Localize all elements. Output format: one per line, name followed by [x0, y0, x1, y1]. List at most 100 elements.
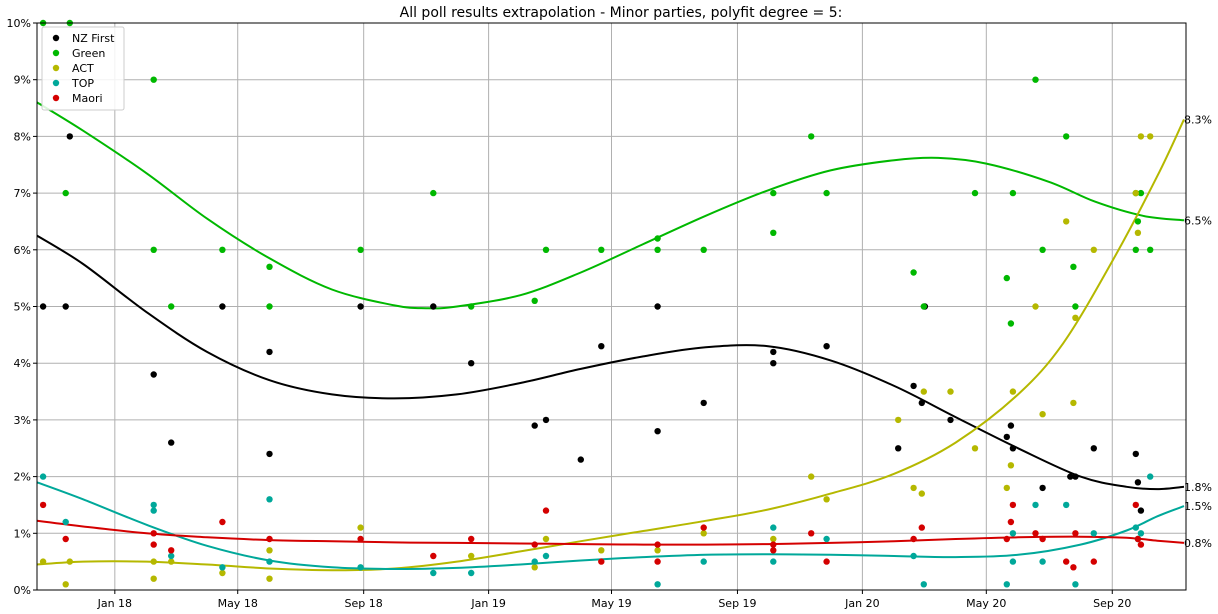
green-poll-point: [150, 246, 157, 253]
maori-end-label: 0.8%: [1184, 537, 1212, 550]
act-poll-point: [770, 535, 777, 543]
nz-first-poll-point: [39, 303, 47, 310]
act-poll-point: [598, 547, 605, 554]
x-tick-label: May 19: [591, 597, 631, 610]
green-poll-point: [1032, 76, 1039, 83]
top-poll-point: [468, 569, 475, 577]
y-tick-label: 4%: [14, 357, 31, 370]
act-poll-point: [66, 558, 74, 565]
act-poll-point: [1072, 314, 1079, 321]
maori-poll-point: [823, 558, 830, 565]
act-trend-line: [36, 118, 1185, 572]
x-tick-label: Jan 20: [844, 597, 879, 610]
top-poll-point: [770, 524, 777, 531]
nz-first-poll-point: [1007, 422, 1015, 429]
maori-poll-point: [1007, 518, 1015, 526]
nz-first-poll-point: [266, 348, 273, 356]
nz-first-poll-point: [654, 428, 661, 435]
y-tick-label: 8%: [14, 130, 31, 143]
nz-first-poll-point: [150, 371, 157, 378]
maori-poll-point: [1039, 535, 1046, 543]
maori-poll-point: [1134, 535, 1142, 543]
act-poll-point: [1007, 462, 1015, 469]
act-poll-point: [1137, 133, 1145, 140]
nz-first-poll-point: [219, 303, 226, 310]
act-poll-point: [654, 547, 661, 554]
act-poll-point: [150, 575, 157, 582]
act-poll-point: [1090, 246, 1098, 253]
green-poll-point: [357, 246, 364, 253]
green-poll-point: [219, 246, 226, 253]
green-poll-point: [770, 229, 777, 236]
maori-poll-point: [1090, 558, 1098, 565]
nz-first-poll-point: [357, 303, 364, 310]
nz-first-poll-point: [598, 343, 605, 350]
top-poll-point: [1072, 581, 1079, 588]
maori-poll-point: [542, 507, 550, 514]
nz-first-poll-point: [62, 303, 69, 310]
green-poll-point: [150, 76, 157, 83]
act-poll-point: [971, 445, 979, 452]
act-poll-point: [920, 388, 927, 395]
top-poll-point: [150, 501, 157, 509]
nz-first-poll-point: [947, 416, 954, 424]
y-tick-label: 9%: [14, 74, 31, 87]
legend-label-act: ACT: [72, 62, 94, 75]
green-poll-point: [1132, 246, 1140, 253]
green-poll-point: [654, 235, 661, 242]
maori-poll-point: [654, 558, 661, 565]
green-poll-point: [1147, 246, 1154, 253]
top-poll-point: [1009, 558, 1017, 565]
act-poll-point: [1070, 399, 1077, 407]
y-tick-label: 0%: [14, 584, 31, 597]
maori-poll-point: [1072, 530, 1079, 537]
top-poll-point: [168, 552, 175, 560]
chart-title: All poll results extrapolation - Minor p…: [400, 5, 843, 21]
top-poll-point: [430, 569, 437, 577]
maori-poll-point: [1009, 501, 1017, 509]
nz-first-poll-point: [654, 303, 661, 310]
act-poll-point: [1132, 189, 1140, 197]
legend-marker-top: [52, 79, 60, 87]
green-poll-point: [823, 189, 830, 197]
green-poll-point: [1070, 263, 1077, 270]
nz-first-poll-point: [770, 360, 777, 367]
green-poll-point: [1009, 189, 1017, 197]
nz-first-poll-point: [895, 445, 902, 452]
act-end-label: 8.3%: [1184, 113, 1212, 126]
nz-first-poll-point: [577, 456, 584, 463]
act-poll-point: [542, 535, 550, 543]
green-poll-point: [1134, 218, 1142, 225]
y-tick-label: 1%: [14, 527, 31, 540]
top-poll-point: [39, 473, 47, 480]
poll-points: [39, 19, 1154, 588]
nz-first-poll-point: [1003, 433, 1010, 441]
maori-poll-point: [62, 535, 69, 543]
act-poll-point: [62, 581, 69, 588]
y-tick-label: 10%: [7, 17, 31, 30]
top-poll-point: [1090, 530, 1098, 537]
act-poll-point: [1003, 484, 1010, 492]
maori-poll-point: [910, 535, 917, 543]
maori-poll-point: [266, 535, 273, 543]
green-poll-point: [1137, 189, 1145, 197]
top-poll-point: [1132, 524, 1140, 531]
act-poll-point: [219, 569, 226, 577]
top-poll-point: [823, 535, 830, 543]
maori-poll-point: [168, 547, 175, 554]
x-tick-label: Jan 19: [470, 597, 505, 610]
top-poll-point: [266, 558, 273, 565]
x-tick-label: Sep 19: [718, 597, 756, 610]
green-poll-point: [62, 189, 69, 197]
act-poll-point: [357, 524, 364, 531]
green-poll-point: [598, 246, 605, 253]
maori-trend-line: [36, 519, 1185, 546]
legend-marker-nz-first: [52, 34, 60, 42]
maori-poll-point: [1003, 535, 1010, 543]
legend-label-top: TOP: [71, 77, 94, 90]
nz-first-poll-point: [468, 360, 475, 367]
top-poll-point: [219, 564, 226, 571]
maori-poll-point: [150, 541, 157, 548]
green-poll-point: [770, 189, 777, 197]
green-poll-point: [1063, 133, 1070, 140]
